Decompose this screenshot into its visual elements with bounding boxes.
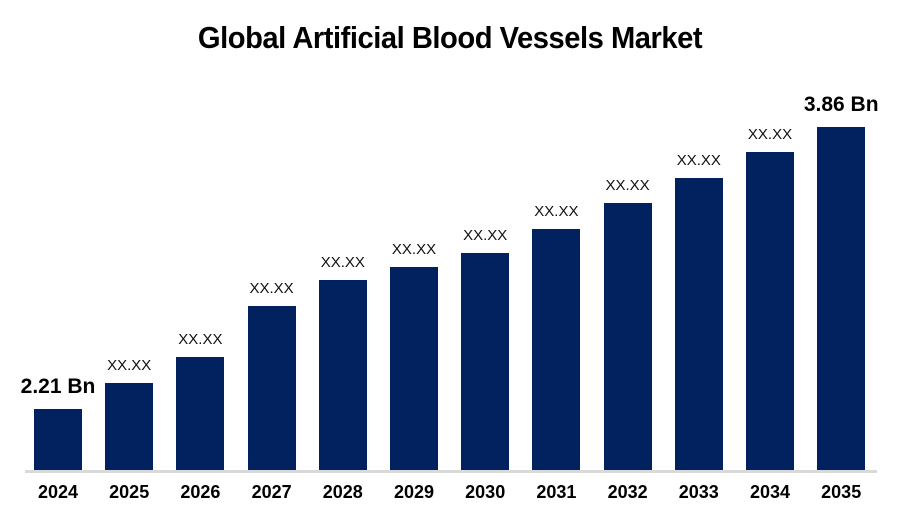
x-tick-2035: 2035 xyxy=(821,482,862,502)
bar-value-label-2024: 2.21 Bn xyxy=(20,375,96,398)
bar-value-label-2034: XX.XX xyxy=(747,126,793,143)
x-tick-2028: 2028 xyxy=(322,482,363,502)
bar-value-label-2027: XX.XX xyxy=(249,280,294,297)
bar-group-2034: XX.XX xyxy=(734,126,806,470)
x-tick-2026: 2026 xyxy=(180,482,221,502)
x-tick-2034: 2034 xyxy=(749,482,791,502)
bar-2033 xyxy=(674,178,723,470)
bar-group-2028: XX.XX xyxy=(307,254,379,470)
bar-value-label-2033: XX.XX xyxy=(676,152,721,169)
x-tick-2033: 2033 xyxy=(678,482,719,502)
bar-group-2024: 2.21 Bn xyxy=(20,375,96,470)
bar-value-label-2035: 3.86 Bn xyxy=(803,93,879,116)
bar-2027 xyxy=(247,306,296,470)
bar-2025 xyxy=(105,383,154,470)
x-tick-2025: 2025 xyxy=(109,482,150,502)
bar-2028 xyxy=(318,280,367,470)
bar-2029 xyxy=(390,267,438,470)
bar-value-label-2032: XX.XX xyxy=(605,177,650,194)
bar-2030 xyxy=(461,253,510,470)
bar-2035 xyxy=(817,127,866,470)
bar-value-label-2031: XX.XX xyxy=(534,203,579,220)
x-tick-2029: 2029 xyxy=(393,482,435,502)
bar-group-2033: XX.XX xyxy=(663,152,735,470)
x-tick-2031: 2031 xyxy=(536,482,577,502)
bar-group-2029: XX.XX xyxy=(378,241,450,470)
bar-group-2035: 3.86 Bn xyxy=(803,93,879,470)
bar-group-2032: XX.XX xyxy=(592,177,664,470)
bar-2034 xyxy=(746,152,794,470)
bar-value-label-2029: XX.XX xyxy=(391,241,437,258)
chart-title: Global Artificial Blood Vessels Market xyxy=(197,20,703,55)
bar-group-2030: XX.XX xyxy=(449,227,521,470)
x-tick-2032: 2032 xyxy=(607,482,648,502)
x-tick-2024: 2024 xyxy=(37,482,79,502)
bar-value-label-2025: XX.XX xyxy=(107,357,152,374)
x-tick-2030: 2030 xyxy=(465,482,506,502)
bar-2032 xyxy=(603,203,652,470)
bar-group-2025: XX.XX xyxy=(93,357,165,470)
bar-value-label-2026: XX.XX xyxy=(178,331,223,348)
bar-value-label-2028: XX.XX xyxy=(320,254,365,271)
bar-group-2026: XX.XX xyxy=(164,331,236,470)
bar-2024 xyxy=(34,409,82,470)
bar-2031 xyxy=(532,229,581,470)
bar-value-label-2030: XX.XX xyxy=(463,227,508,244)
x-tick-2027: 2027 xyxy=(251,482,292,502)
bar-group-2027: XX.XX xyxy=(236,280,308,470)
bar-group-2031: XX.XX xyxy=(520,203,592,470)
x-axis-line xyxy=(25,470,877,473)
bar-2026 xyxy=(176,357,225,470)
